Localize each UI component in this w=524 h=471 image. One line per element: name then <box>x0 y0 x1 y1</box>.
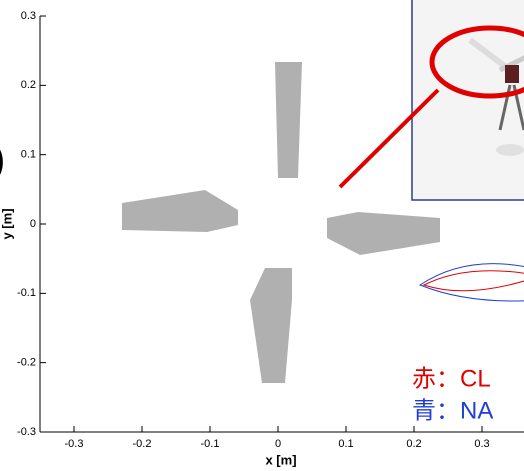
blade <box>250 268 292 383</box>
annotation: ) <box>0 138 5 182</box>
annotation: 青：NA <box>412 397 493 424</box>
x-tick-label: -0.2 <box>133 438 152 450</box>
x-tick-label: 0.2 <box>406 438 421 450</box>
airfoil-blue <box>420 264 524 301</box>
y-tick-label: 0.3 <box>21 10 36 22</box>
x-tick-label: 0.3 <box>474 438 489 450</box>
x-tick-label: 0.1 <box>338 438 353 450</box>
y-tick-label: 0 <box>30 218 36 230</box>
x-tick-label: 0 <box>275 438 281 450</box>
y-tick-label: 0.2 <box>21 79 36 91</box>
x-tick-label: -0.3 <box>65 438 84 450</box>
airfoil-red <box>424 271 524 291</box>
x-tick-label: -0.1 <box>201 438 220 450</box>
y-tick-label: 0.1 <box>21 149 36 161</box>
blade <box>275 62 302 178</box>
x-axis-label: x [m] <box>265 452 296 467</box>
chart: x [m] y [m] ) 赤：CL 青：NA -0.3 -0.2 -0.1 0 0.1… <box>0 0 524 471</box>
annotation: 赤：CL <box>412 365 491 392</box>
y-tick-label: -0.1 <box>17 287 36 299</box>
y-tick-label: -0.2 <box>17 357 36 369</box>
y-tick-label: -0.3 <box>17 426 36 438</box>
blade <box>327 212 440 255</box>
page: x [m] y [m] ) 赤：CL 青：NA -0.3 -0.2 -0.1 0 0.1… <box>0 0 524 471</box>
blade <box>122 190 238 232</box>
y-axis-label: y [m] <box>0 208 14 239</box>
